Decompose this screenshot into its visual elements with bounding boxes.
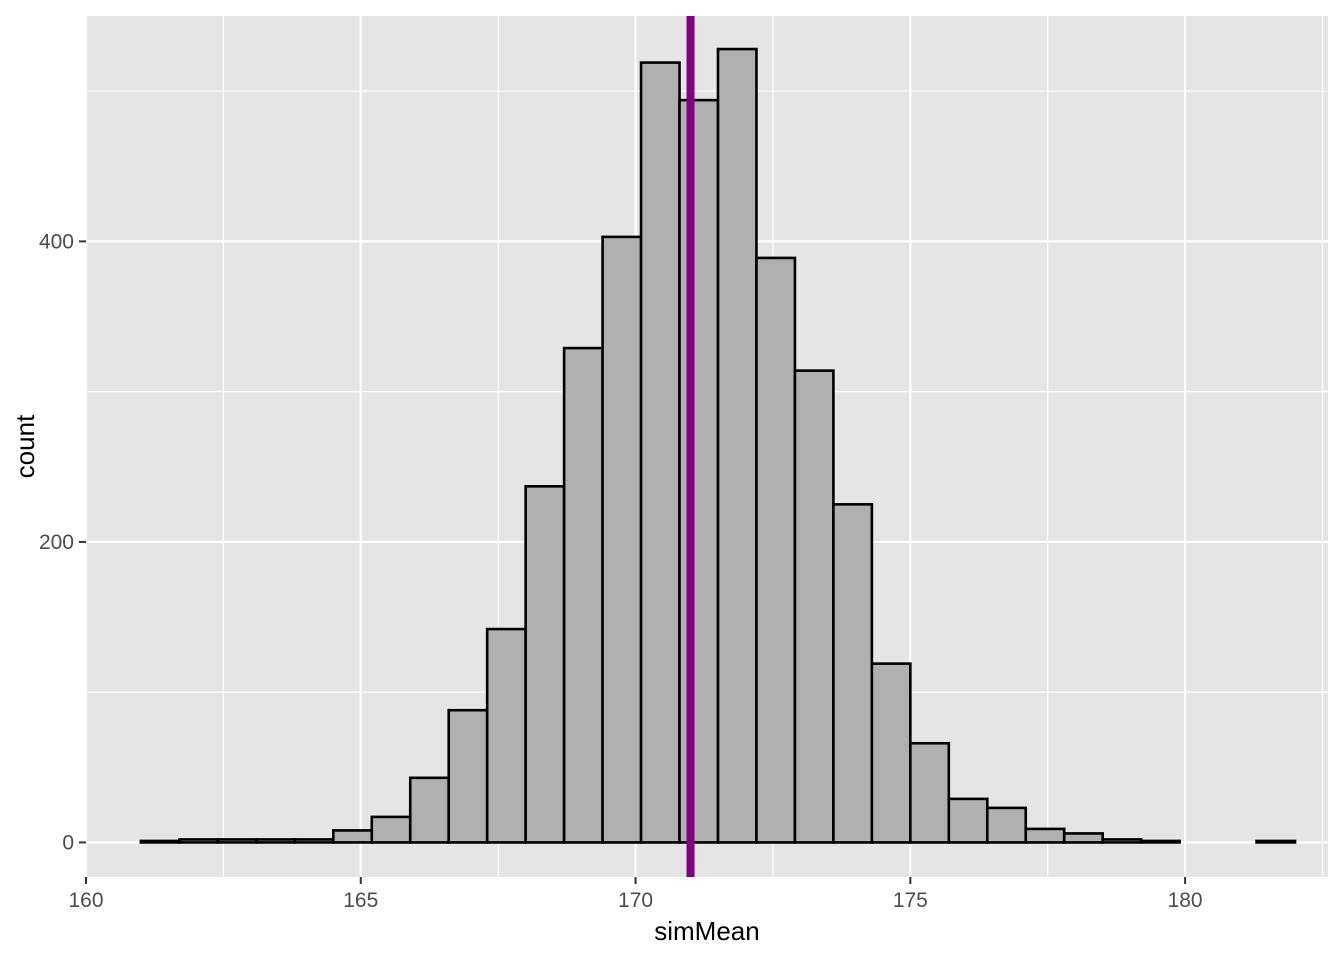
histogram-bar bbox=[447, 708, 489, 844]
histogram-bar bbox=[1062, 832, 1104, 844]
x-tick-label: 160 bbox=[68, 889, 103, 912]
axis-tick-labels: 160 165 170 175 180 0 200 400 bbox=[39, 230, 1203, 912]
histogram-bar bbox=[255, 838, 297, 844]
histogram-bars bbox=[139, 47, 1297, 844]
histogram-bar bbox=[1101, 838, 1143, 844]
histogram-bar bbox=[909, 741, 951, 844]
histogram-bar bbox=[870, 662, 912, 844]
histogram-bar bbox=[216, 838, 258, 844]
histogram-bar bbox=[716, 47, 758, 844]
histogram-bar bbox=[293, 838, 335, 844]
x-axis-title: simMean bbox=[654, 916, 759, 946]
histogram-bar bbox=[178, 838, 220, 844]
histogram-bar bbox=[601, 235, 643, 844]
histogram-bar bbox=[562, 346, 604, 844]
histogram-bar bbox=[639, 61, 681, 844]
axis-ticks bbox=[79, 240, 1187, 884]
x-tick-label: 165 bbox=[343, 889, 378, 912]
histogram-bar bbox=[1024, 827, 1066, 844]
x-tick-label: 170 bbox=[618, 889, 653, 912]
histogram-bar bbox=[1255, 839, 1297, 844]
histogram-bar bbox=[1139, 839, 1181, 844]
histogram-bar bbox=[524, 485, 566, 844]
x-tick-label: 175 bbox=[893, 889, 928, 912]
y-tick-label: 200 bbox=[39, 531, 74, 554]
y-tick-label: 400 bbox=[39, 230, 74, 253]
histogram-bar bbox=[947, 797, 989, 844]
histogram-bar bbox=[755, 256, 797, 844]
y-axis-title: count bbox=[10, 414, 40, 478]
histogram-bar bbox=[485, 627, 527, 844]
histogram-bar bbox=[832, 503, 874, 844]
histogram-bar bbox=[332, 829, 374, 844]
histogram-bar bbox=[985, 806, 1028, 844]
histogram-bar bbox=[139, 839, 181, 844]
histogram-bar bbox=[370, 815, 412, 844]
y-tick-label: 0 bbox=[62, 831, 74, 854]
x-tick-label: 180 bbox=[1168, 889, 1203, 912]
histogram-bar bbox=[678, 98, 720, 844]
histogram-bar bbox=[793, 369, 835, 844]
histogram-bar bbox=[408, 776, 451, 844]
